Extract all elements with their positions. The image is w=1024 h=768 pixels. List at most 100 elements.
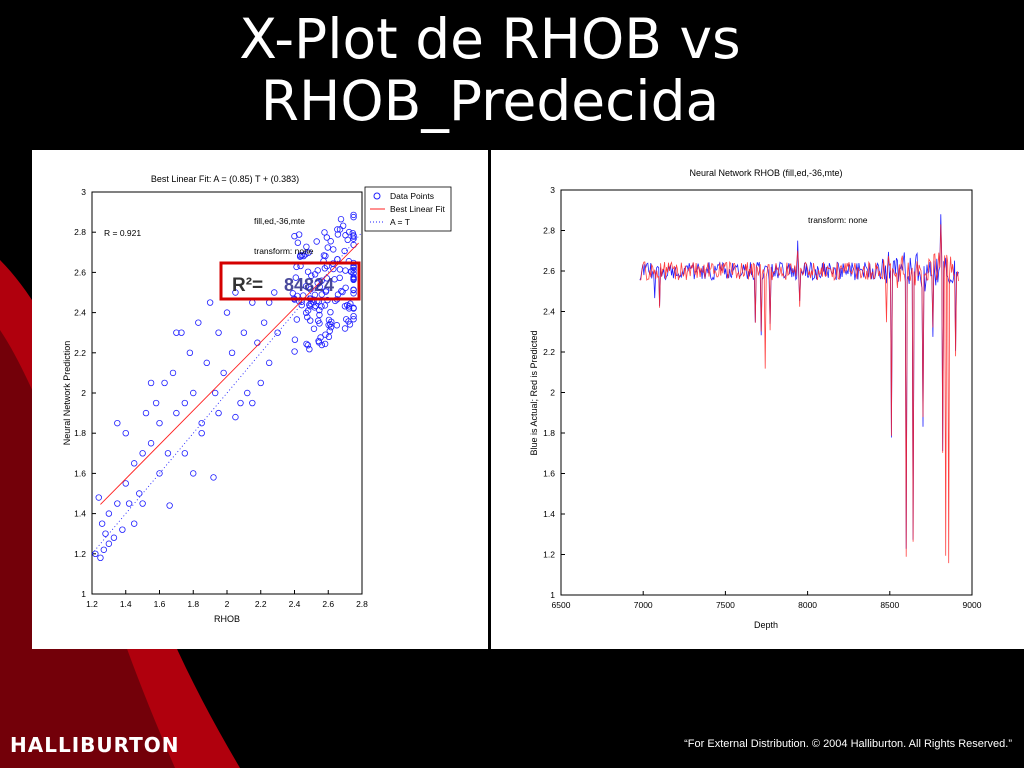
x-tick-label: 8000: [798, 600, 817, 610]
data-point: [308, 272, 315, 279]
depth-log-panel: Neural Network RHOB (fill,ed,-36,mte) 65…: [491, 150, 1024, 649]
y-tick-label: 2: [81, 388, 86, 398]
y-tick-label: 1.6: [74, 468, 86, 478]
data-point: [190, 470, 197, 477]
x-tick-label: 1.8: [187, 599, 199, 609]
data-point: [292, 274, 300, 281]
y-tick-label: 1.8: [74, 428, 86, 438]
data-point: [316, 311, 323, 319]
data-point: [232, 289, 239, 296]
data-point: [240, 329, 248, 336]
data-point: [321, 229, 328, 236]
data-point: [274, 329, 281, 336]
data-point: [228, 349, 236, 356]
data-point: [198, 419, 205, 427]
data-point: [350, 312, 357, 320]
data-point: [318, 291, 325, 298]
legend-label-identity: A = T: [390, 217, 410, 227]
halliburton-logo: HALLIBURTON: [10, 733, 180, 757]
x-tick-label: 1.6: [154, 599, 166, 609]
data-point: [215, 409, 222, 417]
data-point: [195, 319, 202, 326]
data-point: [350, 315, 357, 323]
data-point: [337, 216, 345, 223]
data-point: [156, 470, 163, 477]
predicted-rhob-series-line: [639, 224, 959, 564]
data-point: [257, 379, 264, 387]
data-point: [307, 317, 314, 324]
x-tick-label: 2.4: [289, 599, 301, 609]
y-tick-label: 2.4: [74, 308, 86, 318]
data-point: [303, 243, 310, 251]
y-tick-label: 1.6: [543, 469, 555, 479]
y-tick-label: 1: [81, 589, 86, 599]
data-point: [265, 359, 273, 367]
x-tick-label: 8500: [880, 600, 899, 610]
y-tick-label: 2.6: [74, 267, 86, 277]
x-tick-label: 2.8: [356, 599, 368, 609]
data-point: [322, 331, 329, 338]
crossplot-xlabel: RHOB: [214, 614, 240, 624]
data-point: [327, 238, 334, 245]
y-tick-label: 2.2: [74, 348, 86, 358]
data-point: [315, 339, 323, 346]
data-point: [122, 430, 129, 437]
data-point: [291, 348, 298, 355]
depth-log-series: [639, 214, 959, 564]
y-tick-label: 1.4: [543, 509, 555, 519]
y-tick-label: 2: [550, 388, 555, 398]
y-tick-label: 2.4: [543, 307, 555, 317]
data-point: [139, 500, 146, 507]
x-tick-label: 1.4: [120, 599, 132, 609]
actual-rhob-series-line: [639, 214, 959, 549]
data-point: [95, 494, 102, 501]
depth-log-chart: Neural Network RHOB (fill,ed,-36,mte) 65…: [529, 168, 982, 630]
x-tick-label: 9000: [963, 600, 982, 610]
data-point: [304, 268, 312, 275]
data-point: [164, 450, 172, 457]
data-point: [350, 274, 357, 281]
data-point: [302, 251, 309, 258]
y-tick-label: 1.4: [74, 509, 86, 519]
data-point: [310, 325, 318, 332]
r-annotation: R = 0.921: [104, 228, 141, 238]
data-point: [173, 409, 180, 417]
data-point: [173, 329, 180, 336]
data-point: [102, 530, 109, 537]
slide-title-line2: RHOB_Predecida: [260, 69, 720, 133]
data-point: [334, 226, 341, 233]
data-point: [291, 336, 299, 343]
data-point: [347, 300, 354, 307]
depth-log-xlabel: Depth: [754, 620, 778, 630]
data-point: [293, 316, 301, 323]
data-point: [345, 305, 353, 312]
data-point: [166, 502, 173, 509]
x-tick-label: 2: [225, 599, 230, 609]
data-point: [303, 340, 310, 348]
data-point: [306, 301, 313, 309]
data-point: [325, 321, 332, 329]
legend-label-data-points: Data Points: [390, 191, 434, 201]
legend-label-best-fit: Best Linear Fit: [390, 204, 445, 214]
depth-log-ticks: 6500 7000 7500 8000 8500 9000 1 1.2 1.4 1.6 1.8 2 2.…: [543, 185, 982, 610]
y-tick-label: 1.8: [543, 428, 555, 438]
data-point: [203, 359, 210, 367]
footer-copyright: “For External Distribution. © 2004 Halli…: [684, 738, 1012, 750]
file-annotation: fill,ed,-36,mte: [254, 216, 305, 226]
r2-value: 84824: [284, 275, 334, 295]
data-point: [147, 379, 155, 387]
depth-log-ylabel: Blue is Actual; Red is Predicted: [529, 330, 539, 455]
data-point: [321, 265, 329, 272]
data-point: [190, 389, 197, 397]
r2-highlight-box: [219, 261, 361, 301]
data-point: [265, 299, 273, 306]
data-point: [350, 276, 357, 284]
data-point: [119, 526, 126, 533]
y-tick-label: 1.2: [543, 550, 555, 560]
data-point: [313, 238, 320, 245]
data-point: [314, 317, 322, 324]
data-point: [326, 327, 333, 335]
data-point: [314, 267, 321, 274]
data-point: [186, 349, 194, 356]
data-point: [342, 232, 349, 239]
